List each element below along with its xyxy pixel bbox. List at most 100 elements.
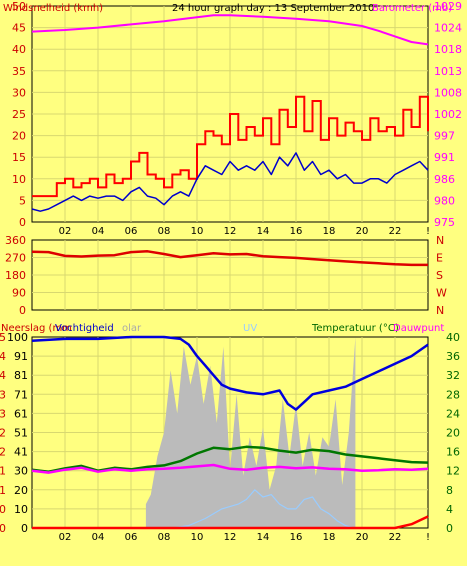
temp-panel-x-tick: 12 bbox=[224, 532, 237, 543]
barometer-y-tick: 1013 bbox=[434, 65, 462, 78]
temp-panel-x-tick: 02 bbox=[59, 532, 72, 543]
wind-y-tick: 20 bbox=[12, 130, 26, 143]
temperature-y-tick: 32 bbox=[446, 369, 460, 382]
humidity-y-tick: 51 bbox=[14, 427, 28, 440]
wind-panel-x-tick: 14 bbox=[257, 226, 270, 237]
series-barometer bbox=[31, 14, 429, 46]
rain-y-tick: 5 bbox=[0, 331, 6, 344]
temp-panel-x-tick: 10 bbox=[191, 532, 204, 543]
wind-y-tick: 50 bbox=[12, 0, 26, 13]
wind-y-tick: 0 bbox=[19, 216, 26, 229]
wind-y-tick: 35 bbox=[12, 65, 26, 78]
rain-y-tick: 0 bbox=[0, 522, 6, 535]
legend-vochtigheid: Vochtigheid bbox=[55, 323, 114, 334]
compass-label: E bbox=[436, 252, 443, 265]
temperature-y-tick: 12 bbox=[446, 465, 460, 478]
series-rain bbox=[32, 515, 429, 530]
barometer-y-tick: 975 bbox=[434, 216, 455, 229]
temperature-y-tick: 40 bbox=[446, 331, 460, 344]
legend-uv: UV bbox=[243, 323, 257, 334]
legend-neerslag: Neerslag (mm bbox=[1, 323, 72, 334]
temp-panel-x-tick: 22 bbox=[389, 532, 402, 543]
barometer-y-tick: 1029 bbox=[434, 0, 462, 13]
temp-panel-x-tick: 08 bbox=[158, 532, 171, 543]
barometer-y-tick: 980 bbox=[434, 194, 455, 207]
wind-y-tick: 25 bbox=[12, 108, 26, 121]
wind-panel-x-tick: 02 bbox=[59, 226, 72, 237]
wind-y-tick: 45 bbox=[12, 22, 26, 35]
temperature-y-tick: 20 bbox=[446, 427, 460, 440]
humidity-y-tick: 100 bbox=[7, 331, 28, 344]
rain-y-tick: 3 bbox=[0, 388, 6, 401]
legend-temperatuur: Temperatuur (°C) bbox=[311, 323, 399, 334]
humidity-y-tick: 81 bbox=[14, 369, 28, 382]
rain-y-tick: 1 bbox=[0, 465, 6, 478]
barometer-axis-label: Barometer (mb) bbox=[372, 3, 452, 14]
chart-title: 24 hour graph day : 13 September 2010 bbox=[172, 3, 374, 14]
temp-panel-x-tick: 06 bbox=[125, 532, 138, 543]
wind-panel-x-tick: 06 bbox=[125, 226, 138, 237]
temp-panel-x-tick: 16 bbox=[290, 532, 303, 543]
barometer-y-tick: 997 bbox=[434, 130, 455, 143]
wind-y-tick: 15 bbox=[12, 151, 26, 164]
legend-solar: olar bbox=[122, 323, 142, 334]
barometer-y-tick: 986 bbox=[434, 173, 455, 186]
wind-panel-x-tick: ! bbox=[426, 226, 430, 237]
wind-panel-x-tick: 08 bbox=[158, 226, 171, 237]
rain-y-tick: 2 bbox=[0, 427, 6, 440]
barometer-y-tick: 1008 bbox=[434, 86, 462, 99]
temperature-y-tick: 8 bbox=[446, 484, 453, 497]
barometer-y-tick: 1024 bbox=[434, 22, 462, 35]
temp-panel-x-tick: 04 bbox=[92, 532, 105, 543]
direction-y-tick: 360 bbox=[5, 234, 26, 247]
humidity-y-tick: 91 bbox=[14, 350, 28, 363]
series-uv bbox=[155, 489, 354, 529]
direction-y-tick: 90 bbox=[12, 287, 26, 300]
rain-y-tick: 2 bbox=[0, 446, 6, 459]
direction-y-tick: 180 bbox=[5, 269, 26, 282]
wind-panel-x-tick: 10 bbox=[191, 226, 204, 237]
humidity-y-tick: 41 bbox=[14, 446, 28, 459]
temp-panel-x-tick: ! bbox=[426, 532, 430, 543]
wind-axis-label: Windsnelheid (kmh) bbox=[3, 3, 103, 14]
legend-dauwpunt: Dauwpunt bbox=[393, 323, 444, 334]
temp-panel-x-tick: 18 bbox=[323, 532, 336, 543]
rain-y-tick: 3 bbox=[0, 407, 6, 420]
temperature-y-tick: 36 bbox=[446, 350, 460, 363]
barometer-y-tick: 1002 bbox=[434, 108, 462, 121]
series-wind bbox=[31, 152, 429, 212]
compass-label: N bbox=[436, 304, 444, 317]
humidity-y-tick: 10 bbox=[14, 503, 28, 516]
rain-y-tick: 4 bbox=[0, 369, 6, 382]
rain-y-tick: 4 bbox=[0, 350, 6, 363]
wind-panel-x-tick: 16 bbox=[290, 226, 303, 237]
temperature-y-tick: 4 bbox=[446, 503, 453, 516]
series-gust bbox=[32, 95, 429, 198]
rain-y-tick: 1 bbox=[0, 484, 6, 497]
humidity-y-tick: 61 bbox=[14, 407, 28, 420]
wind-y-tick: 5 bbox=[19, 194, 26, 207]
barometer-y-tick: 991 bbox=[434, 151, 455, 164]
temperature-y-tick: 0 bbox=[446, 522, 453, 535]
wind-y-tick: 30 bbox=[12, 86, 26, 99]
wind-panel-x-tick: 18 bbox=[323, 226, 336, 237]
rain-y-tick: 0 bbox=[0, 503, 6, 516]
series-solar bbox=[145, 337, 356, 528]
compass-label: W bbox=[436, 287, 447, 300]
temp-panel-x-tick: 14 bbox=[257, 532, 270, 543]
compass-label: N bbox=[436, 234, 444, 247]
compass-label: S bbox=[436, 269, 443, 282]
direction-y-tick: 270 bbox=[5, 252, 26, 265]
temperature-y-tick: 28 bbox=[446, 388, 460, 401]
humidity-y-tick: 71 bbox=[14, 388, 28, 401]
series-dewpoint bbox=[31, 463, 429, 474]
temp-panel-x-tick: 20 bbox=[356, 532, 369, 543]
wind-panel-x-tick: 20 bbox=[356, 226, 369, 237]
series-direction bbox=[31, 250, 428, 267]
humidity-y-tick: 30 bbox=[14, 465, 28, 478]
wind-panel-x-tick: 12 bbox=[224, 226, 237, 237]
wind-y-tick: 40 bbox=[12, 43, 26, 56]
temperature-y-tick: 16 bbox=[446, 446, 460, 459]
wind-panel-x-tick: 22 bbox=[389, 226, 402, 237]
series-humidity bbox=[31, 335, 429, 411]
